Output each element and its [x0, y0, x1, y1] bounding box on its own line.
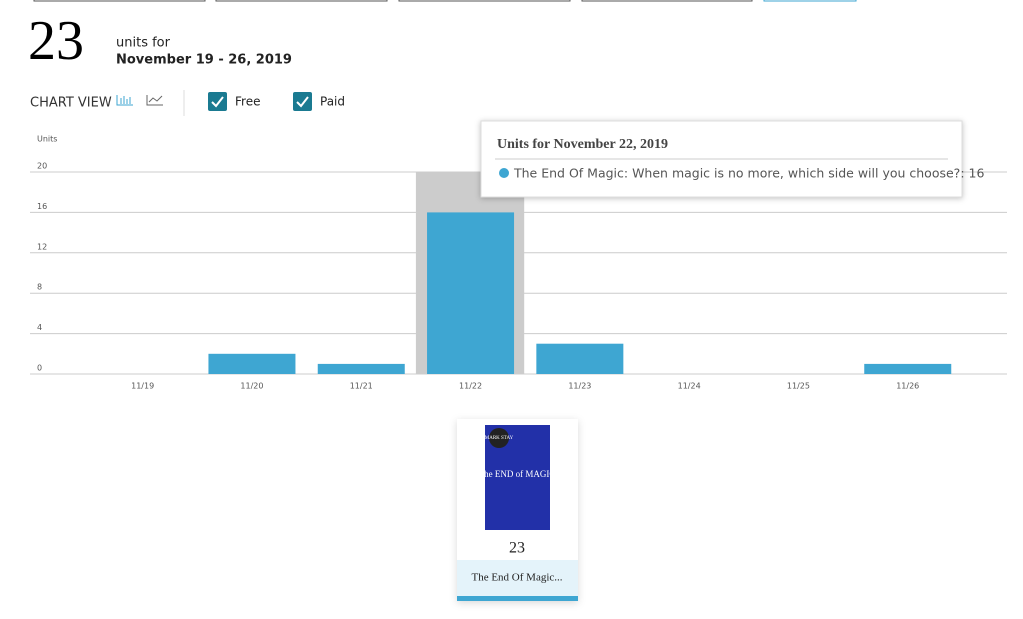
checkbox-free[interactable] — [208, 92, 227, 111]
tab[interactable] — [763, 0, 857, 2]
x-tick-label: 11/25 — [787, 382, 810, 391]
y-tick-label: 4 — [37, 323, 42, 332]
y-tick-label: 0 — [37, 364, 42, 373]
tabs — [33, 0, 857, 2]
bar-icon[interactable] — [116, 95, 133, 106]
y-axis-label: Units — [37, 135, 57, 144]
tab[interactable] — [33, 0, 206, 2]
bar — [317, 363, 405, 374]
units-for: units for — [116, 36, 171, 51]
line-icon[interactable] — [146, 95, 163, 106]
tooltip: Units for November 22, 2019 The End Of M… — [480, 120, 984, 198]
chart-view-label: CHART VIEW — [30, 96, 112, 111]
y-tick-label: 16 — [37, 202, 47, 211]
x-tick-label: 11/26 — [896, 382, 919, 391]
tab[interactable] — [581, 0, 753, 2]
y-tick-label: 20 — [37, 162, 47, 171]
bar — [208, 353, 296, 374]
bar — [536, 343, 624, 374]
tooltip-dot — [499, 168, 509, 178]
cover-author: MARK STAY — [485, 436, 514, 441]
check — [211, 96, 224, 108]
checkbox-paid[interactable] — [293, 92, 312, 111]
book-card[interactable]: MARK STAY The END of MAGIC 23 The End Of… — [457, 419, 578, 601]
x-tick-label: 11/20 — [240, 382, 263, 391]
y-tick-label: 12 — [37, 242, 47, 251]
tab[interactable] — [398, 0, 571, 2]
check — [296, 96, 309, 108]
tooltip-title: Units for November 22, 2019 — [497, 137, 668, 152]
card-tint — [457, 560, 578, 596]
x-tick-label: 11/19 — [131, 382, 154, 391]
tooltip-text: The End Of Magic: When magic is no more,… — [513, 166, 984, 181]
x-tick-label: 11/21 — [350, 382, 373, 391]
book-title: The End Of Magic... — [471, 572, 562, 584]
bar — [427, 212, 515, 374]
total: 23 — [28, 10, 84, 72]
bar — [864, 363, 952, 374]
book-units: 23 — [509, 540, 525, 557]
y-tick-label: 8 — [37, 283, 42, 292]
x-tick-label: 11/24 — [678, 382, 701, 391]
x-tick-label: 11/23 — [568, 382, 591, 391]
free-label[interactable]: Free — [235, 95, 260, 109]
cover-title: The END of MAGIC — [479, 469, 556, 479]
card-bar — [457, 596, 578, 601]
range: November 19 - 26, 2019 — [116, 53, 292, 68]
x-tick-label: 11/22 — [459, 382, 482, 391]
cover-badge — [489, 428, 509, 448]
paid-label[interactable]: Paid — [320, 95, 345, 109]
tab[interactable] — [215, 0, 388, 2]
